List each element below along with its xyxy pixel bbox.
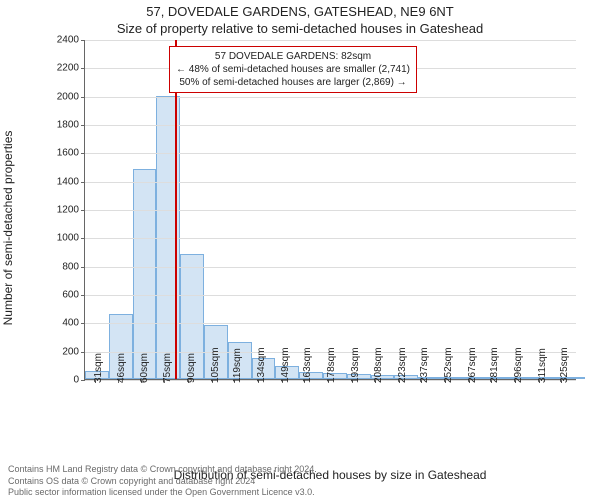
x-tick-label: 178sqm [326,343,337,383]
callout-line3: 50% of semi-detached houses are larger (… [176,76,410,89]
callout-line1: 57 DOVEDALE GARDENS: 82sqm [176,50,410,63]
histogram-chart: Number of semi-detached properties 02004… [48,40,576,416]
x-tick-label: 90sqm [186,349,197,383]
y-axis-label: Number of semi-detached properties [1,131,15,326]
x-tick-label: 75sqm [162,349,173,383]
x-tick-label: 237sqm [419,343,430,383]
y-tick-label: 200 [62,346,85,357]
property-callout: 57 DOVEDALE GARDENS: 82sqm← 48% of semi-… [169,46,417,93]
x-tick-label: 311sqm [537,344,548,383]
y-tick-label: 1800 [57,120,85,131]
y-tick-label: 1400 [57,176,85,187]
x-tick-label: 149sqm [280,343,291,383]
plot-area: 0200400600800100012001400160018002000220… [84,40,576,380]
x-tick-label: 163sqm [302,343,313,383]
x-tick-label: 31sqm [93,349,104,383]
gridline [85,210,576,211]
x-tick-label: 325sqm [559,343,570,383]
x-tick-label: 252sqm [443,343,454,383]
gridline [85,238,576,239]
gridline [85,323,576,324]
y-tick-label: 600 [62,290,85,301]
y-tick-label: 2400 [57,35,85,46]
y-tick-label: 400 [62,318,85,329]
footer-line2: Contains OS data © Crown copyright and d… [8,476,317,487]
gridline [85,153,576,154]
x-tick-label: 193sqm [350,343,361,383]
x-tick-label: 267sqm [467,343,478,383]
y-tick-label: 800 [62,261,85,272]
page-title-line2: Size of property relative to semi-detach… [0,21,600,38]
y-tick-label: 2200 [57,63,85,74]
footer-attribution: Contains HM Land Registry data © Crown c… [8,464,317,498]
x-tick-label: 105sqm [210,343,221,383]
x-tick-label: 134sqm [256,343,267,383]
y-tick-label: 1000 [57,233,85,244]
x-tick-label: 119sqm [232,344,243,383]
y-tick-label: 2000 [57,91,85,102]
footer-line1: Contains HM Land Registry data © Crown c… [8,464,317,475]
histogram-bar [133,169,157,379]
gridline [85,182,576,183]
x-tick-label: 60sqm [139,349,150,383]
x-tick-label: 281sqm [489,343,500,383]
gridline [85,295,576,296]
callout-line2: ← 48% of semi-detached houses are smalle… [176,63,410,76]
y-tick-label: 0 [73,375,85,386]
x-tick-label: 223sqm [397,343,408,383]
x-tick-label: 208sqm [373,343,384,383]
y-tick-label: 1600 [57,148,85,159]
y-tick-label: 1200 [57,205,85,216]
page-title-line1: 57, DOVEDALE GARDENS, GATESHEAD, NE9 6NT [0,4,600,21]
gridline [85,40,576,41]
footer-line3: Public sector information licensed under… [8,487,317,498]
x-tick-label: 296sqm [513,343,524,383]
gridline [85,267,576,268]
gridline [85,125,576,126]
x-tick-label: 46sqm [116,349,127,383]
gridline [85,97,576,98]
